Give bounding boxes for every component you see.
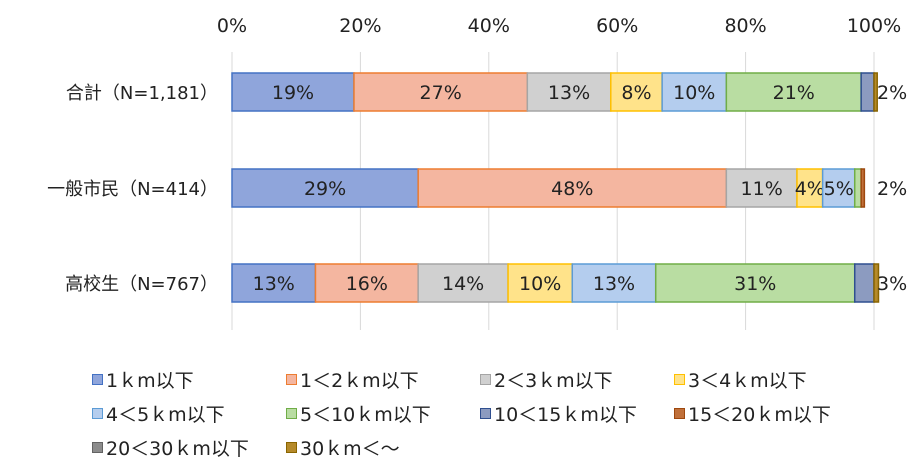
legend-item: 10＜15ｋm以下 [480, 400, 674, 427]
legend-label: 1ｋm以下 [106, 369, 194, 392]
bar-segment [853, 263, 875, 303]
data-label: 16% [346, 273, 388, 295]
data-label: 5% [824, 178, 854, 200]
legend-label: 15＜20ｋm以下 [688, 403, 831, 426]
x-tick-label: 40% [468, 15, 510, 37]
bar-segment [231, 72, 355, 112]
legend-label: 20＜30ｋm以下 [106, 437, 249, 460]
legend-label: 4＜5ｋm以下 [106, 403, 225, 426]
legend-swatch [286, 373, 297, 385]
bar-segment [654, 263, 856, 303]
data-label: 10% [673, 82, 715, 104]
category-label: 高校生（N=767） [65, 274, 218, 295]
data-label: 13% [253, 273, 295, 295]
legend-swatch [480, 407, 491, 419]
legend-swatch [480, 373, 491, 385]
legend: 1ｋm以下 1＜2ｋm以下 2＜3ｋm以下 3＜4ｋm以下 4＜5ｋm以下 5＜… [92, 362, 912, 464]
legend-swatch [674, 407, 685, 419]
bar-segment [571, 263, 657, 303]
data-label: 31% [734, 273, 776, 295]
data-label-outside: 2% [877, 178, 907, 200]
bar-segment [821, 168, 856, 208]
legend-item: 20＜30ｋm以下 [92, 434, 286, 461]
category-label: 合計（N=1,181） [66, 83, 218, 104]
legend-label: 10＜15ｋm以下 [494, 403, 637, 426]
legend-label: 3＜4ｋm以下 [688, 369, 807, 392]
legend-label: 2＜3ｋm以下 [494, 369, 613, 392]
bar-segment [417, 263, 509, 303]
legend-swatch [92, 407, 103, 419]
bar-segment [853, 168, 862, 208]
bar-segment [661, 72, 728, 112]
bar-segment [860, 72, 875, 112]
bar-segment [873, 72, 878, 112]
x-tick-label: 20% [339, 15, 381, 37]
category-label: 一般市民（N=414） [47, 179, 218, 200]
legend-item: 5＜10ｋm以下 [286, 400, 480, 427]
legend-item: 3＜4ｋm以下 [674, 366, 807, 393]
legend-item: 2＜3ｋm以下 [480, 366, 674, 393]
bar-segment [507, 263, 574, 303]
data-label: 11% [741, 178, 783, 200]
legend-swatch [674, 373, 685, 385]
data-label: 14% [442, 273, 484, 295]
bar-segment [860, 168, 866, 208]
data-label: 48% [551, 178, 593, 200]
legend-swatch [286, 407, 297, 419]
bar-segment [231, 263, 317, 303]
legend-row: 4＜5ｋm以下 5＜10ｋm以下 10＜15ｋm以下 15＜20ｋm以下 [92, 396, 912, 430]
legend-swatch [92, 373, 103, 385]
data-label: 13% [548, 82, 590, 104]
legend-label: 5＜10ｋm以下 [300, 403, 431, 426]
data-label: 27% [420, 82, 462, 104]
legend-item: 30ｋm＜～ [286, 434, 400, 461]
data-label: 21% [773, 82, 815, 104]
x-tick-label: 0% [217, 15, 247, 37]
legend-item: 15＜20ｋm以下 [674, 400, 831, 427]
bar-segment [231, 168, 419, 208]
bar-segment [796, 168, 824, 208]
bar-segment [353, 72, 529, 112]
data-label: 10% [519, 273, 561, 295]
legend-item: 1ｋm以下 [92, 366, 286, 393]
data-label: 13% [593, 273, 635, 295]
legend-label: 1＜2ｋm以下 [300, 369, 419, 392]
x-tick-label: 60% [596, 15, 638, 37]
data-label: 8% [621, 82, 651, 104]
data-label-outside: 2% [877, 82, 907, 104]
bar-segment [873, 263, 880, 303]
bar-segment [610, 72, 663, 112]
data-label: 4% [795, 178, 825, 200]
bar-segment [725, 72, 862, 112]
bar-segment [314, 263, 419, 303]
legend-row: 20＜30ｋm以下 30ｋm＜～ [92, 430, 912, 464]
data-label: 19% [272, 82, 314, 104]
legend-swatch [286, 441, 297, 453]
bar-segment [526, 72, 612, 112]
legend-row: 1ｋm以下 1＜2ｋm以下 2＜3ｋm以下 3＜4ｋm以下 [92, 362, 912, 396]
legend-label: 30ｋm＜～ [300, 437, 400, 460]
legend-item: 1＜2ｋm以下 [286, 366, 480, 393]
data-label: 29% [304, 178, 346, 200]
legend-swatch [92, 441, 103, 453]
legend-item: 4＜5ｋm以下 [92, 400, 286, 427]
data-label-outside: 3% [877, 273, 907, 295]
x-tick-label: 80% [724, 15, 766, 37]
x-tick-label: 100% [847, 15, 901, 37]
